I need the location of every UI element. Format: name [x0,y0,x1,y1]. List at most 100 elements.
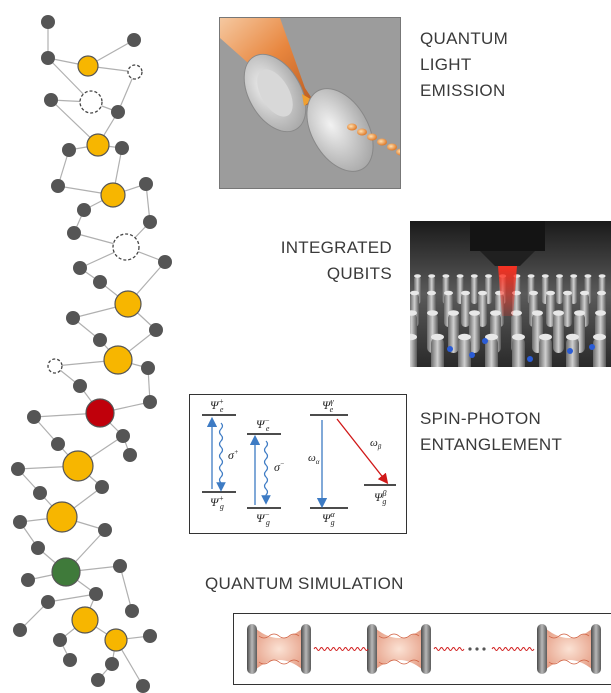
nanopillar-top [427,290,436,296]
psi-g-beta-label: Ψβ g [374,489,386,506]
nanopillar-top [410,333,417,341]
vacancy-site [47,358,63,374]
entanglement-title-line2: ENTANGLEMENT [420,435,563,454]
entanglement-title: SPIN-PHOTON ENTANGLEMENT [420,406,562,458]
lattice-atom [51,179,65,193]
defect-atom-yellow [104,628,128,652]
photon-dot [387,143,397,151]
lattice-atom [31,541,45,555]
lattice-atom [98,523,112,537]
entanglement-title-line1: SPIN-PHOTON [420,409,542,428]
cavity-mirror-right [421,624,431,674]
emission-title-line3: EMISSION [420,81,506,100]
nanopillar [470,276,478,304]
nanopillar [556,276,563,304]
objective-lens [470,221,545,251]
lattice-atom [44,93,58,107]
nanopillar-top [461,290,470,296]
nanopillar [461,293,470,327]
cavity-wave [548,659,590,665]
lattice-atom [125,604,139,618]
nanopillar-top [410,290,419,296]
nanopillar-top [595,310,606,316]
lattice-atom [21,573,35,587]
nanopillar-top [532,310,543,316]
lattice-atoms [11,15,172,693]
nanopillar-top [428,274,436,278]
lattice-atom [158,255,172,269]
photon-stream [347,123,400,156]
photon-dot [357,128,367,136]
lattice-atom [77,203,91,217]
nanopillar-top [485,333,498,341]
nanopillar-top [444,290,453,296]
nanopillar-top [470,274,478,278]
lattice-atom [105,657,119,671]
nanopillar-top [456,274,464,278]
nanopillar [469,313,480,353]
nanopillar [478,293,487,327]
nanopillar-top [597,290,606,296]
nanopillar-top [431,333,444,341]
qubits-title: INTEGRATED QUBITS [278,235,392,287]
coupled-cavity-array-panel [233,613,611,685]
lattice-atom [73,379,87,393]
lattice-atom [27,410,41,424]
photon-dot [377,138,387,146]
psi-e-plus-label: Ψ+ e [210,397,224,414]
lattice-atom [95,480,109,494]
nanopillar [485,337,498,367]
nanopillar-top [469,310,480,316]
lattice-atom [111,105,125,119]
lattice-atom [63,653,77,667]
nanopillar-top [574,310,585,316]
lattice-atom [93,275,107,289]
lattice-bond [119,565,133,612]
nanopillar-top [527,274,535,278]
nanopillar-top [511,310,522,316]
photon-hopping [491,647,535,651]
cavity-mirror-left [537,624,547,674]
nanopillar [458,337,471,367]
defect-atom-yellow [100,182,126,208]
nanopillar-top [580,290,589,296]
photon-hopping [433,647,465,651]
qubit-marker [482,338,488,344]
lattice-atom [143,215,157,229]
defect-atom-yellow [114,290,142,318]
photon-dot [396,148,400,156]
lattice-bonds [17,22,166,687]
nanopillar-top [485,274,492,278]
integrated-qubits-panel [410,221,611,367]
quantum-light-emission-panel [219,17,401,189]
lattice-atom [116,429,130,443]
nanopillar-top [539,333,552,341]
nanopillar-top [512,333,525,341]
nanopillar-top [427,310,438,316]
simulation-title: QUANTUM SIMULATION [205,574,404,593]
nanopillar [410,337,417,367]
lattice-bond [47,593,97,603]
lattice-atom [53,633,67,647]
cavity-mirror-left [247,624,257,674]
cavity-wave [548,633,590,639]
left-mirror-hole [257,69,293,117]
emission-title-line1: QUANTUM [420,29,509,48]
crystal-lattice [11,15,172,693]
emission-title-line2: LIGHT [420,55,472,74]
photon-dot [367,133,377,141]
photon-dot [347,123,357,131]
sigma-plus-label: σ+ [228,448,239,462]
nanopillar [512,337,525,367]
defect-atom-yellow [62,450,94,482]
nanopillar [553,313,564,353]
nanopillar [593,337,606,367]
nanopillar-top [410,310,417,316]
nanopillars [410,274,606,367]
ellipsis-dot [482,647,486,651]
nanopillar-top [541,274,549,278]
nanopillar-top [566,333,579,341]
lattice-atom [143,395,157,409]
lattice-atom [33,486,47,500]
nanopillar-top [490,310,501,316]
